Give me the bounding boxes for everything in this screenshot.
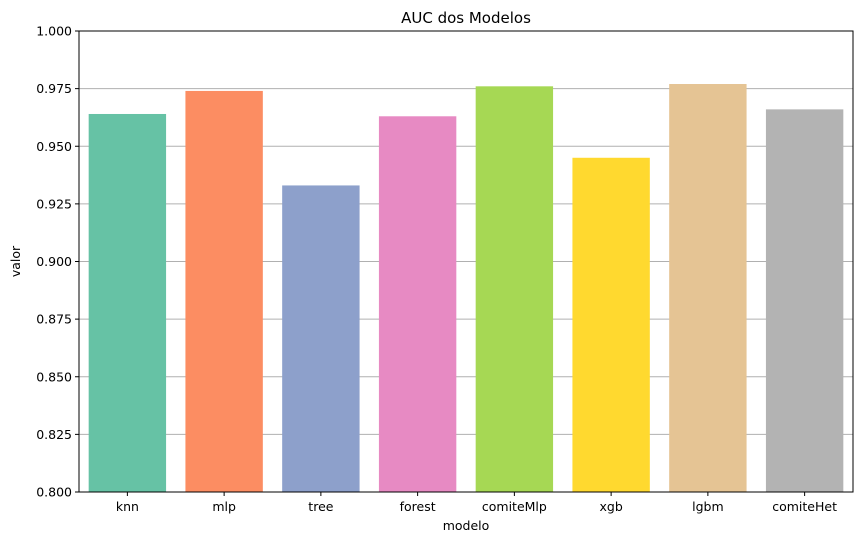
bar-tree	[282, 185, 360, 492]
x-axis-title: modelo	[443, 518, 490, 533]
chart-title: AUC dos Modelos	[401, 9, 531, 27]
bar-mlp	[185, 90, 263, 493]
y-tick-label: 0.800	[36, 485, 72, 500]
x-tick-label: xgb	[599, 499, 622, 514]
y-tick-label: 0.900	[36, 254, 72, 269]
bar-comiteHet	[765, 109, 844, 493]
y-tick-label: 0.975	[36, 81, 72, 96]
y-tick-label: 0.850	[36, 369, 72, 384]
x-tick-label: comiteMlp	[482, 499, 547, 514]
y-tick-label: 0.825	[36, 427, 72, 442]
x-tick-label: lgbm	[692, 499, 724, 514]
bar-lgbm	[669, 84, 747, 492]
bars	[88, 84, 844, 493]
y-axis-title: valor	[8, 245, 23, 277]
x-tick-label: mlp	[212, 499, 236, 514]
x-tick-label: knn	[116, 499, 139, 514]
bar-xgb	[572, 157, 650, 492]
x-axis: knn mlp tree forest comiteMlp xgb lgbm comiteHe…	[116, 492, 837, 514]
x-tick-label: comiteHet	[772, 499, 837, 514]
bar-comiteMlp	[475, 86, 554, 492]
y-tick-label: 1.000	[36, 24, 72, 39]
y-tick-label: 0.925	[36, 196, 72, 211]
y-tick-label: 0.950	[36, 139, 72, 154]
y-axis: 0.800 0.825 0.850 0.875 0.900 0.925 0.950 0.975…	[36, 24, 79, 500]
x-tick-label: forest	[400, 499, 436, 514]
bar-knn	[88, 113, 167, 492]
y-tick-label: 0.875	[36, 312, 72, 327]
x-tick-label: tree	[308, 499, 333, 514]
bar-forest	[378, 116, 457, 492]
